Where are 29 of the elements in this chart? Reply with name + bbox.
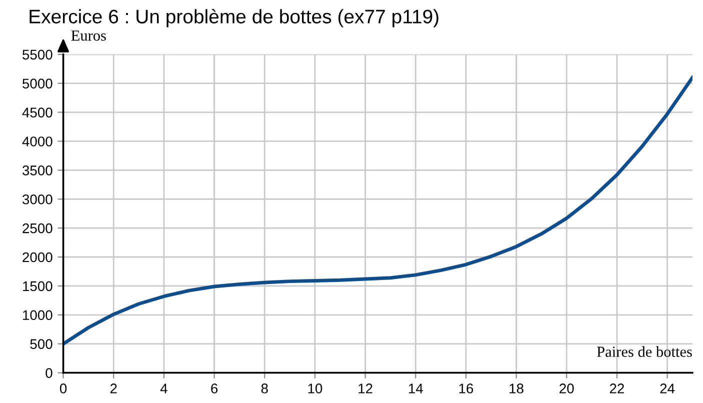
chart-title: Exercice 6 : Un problème de bottes (ex77 p119)	[30, 8, 438, 28]
x-tick-label: 22	[610, 384, 624, 394]
y-tick-label: 500	[30, 339, 52, 349]
x-tick-label: 6	[211, 384, 218, 394]
y-tick-label: 4500	[22, 108, 52, 118]
y-tick-label: 3500	[22, 166, 52, 176]
x-tick-label: 20	[560, 384, 574, 394]
x-tick-label: 10	[308, 384, 322, 394]
x-tick-label: 16	[459, 384, 474, 394]
y-tick-label: 0	[46, 368, 52, 378]
y-tick-label: 1000	[23, 310, 52, 320]
x-tick-label: 2	[110, 384, 117, 394]
x-tick-label: 14	[408, 384, 423, 394]
x-tick-label: 24	[660, 384, 675, 394]
y-tick-label: 4000	[22, 136, 52, 146]
y-tick-label: 3000	[22, 194, 52, 204]
x-tick-label: 0	[60, 384, 67, 394]
y-axis-title: Euros	[71, 30, 106, 41]
y-tick-label: 1500	[23, 281, 52, 292]
y-tick-label: 5000	[22, 78, 52, 89]
x-tick-label: 12	[358, 384, 372, 394]
y-tick-label: 2500	[22, 223, 52, 234]
y-tick-label: 2000	[22, 252, 52, 262]
x-tick-label: 18	[510, 384, 524, 394]
line-series	[63, 76, 692, 346]
y-tick-label: 5500	[22, 50, 52, 60]
x-axis-title: Paires de bottes	[597, 346, 692, 357]
x-tick-label: 8	[261, 384, 268, 394]
x-tick-label: 4	[160, 384, 168, 394]
